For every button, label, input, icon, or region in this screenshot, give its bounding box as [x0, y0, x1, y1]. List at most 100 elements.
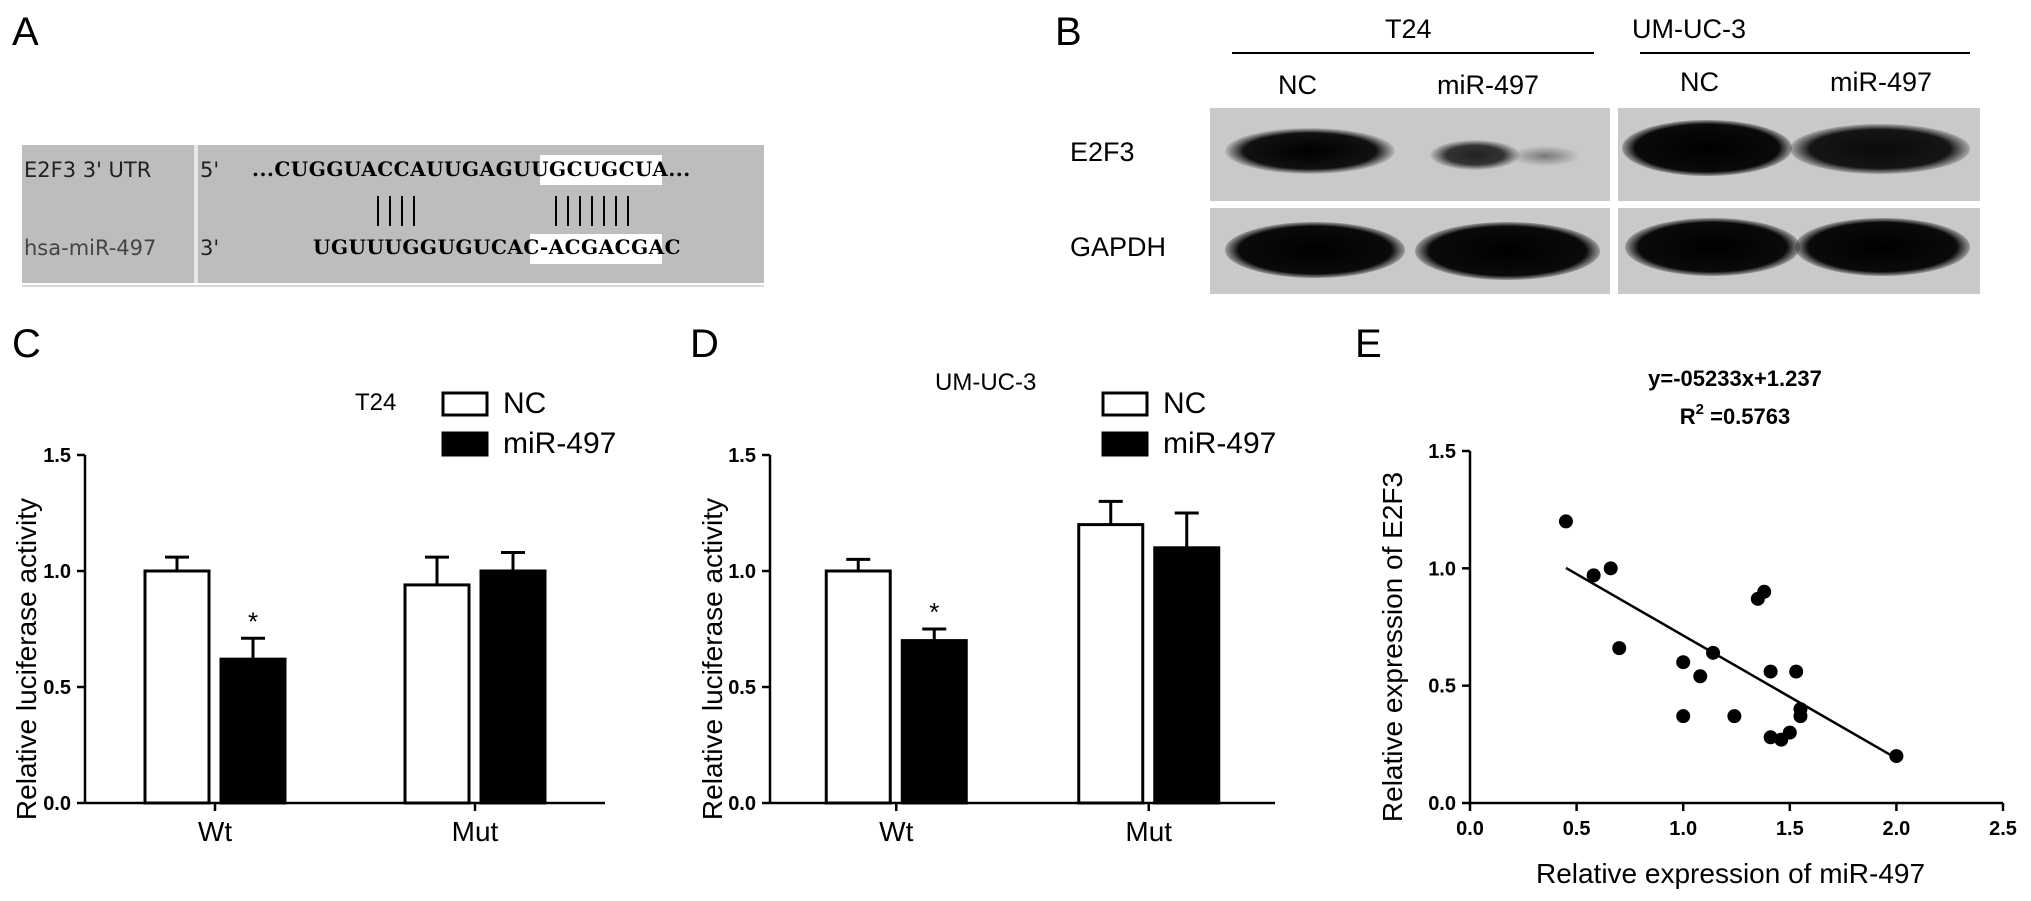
- luciferase-chart-umuc3: 0.0 0.5 1.0 1.5 Wt Mut * Relative luciferase ac…: [697, 369, 1276, 847]
- utr-end-label: 5': [200, 158, 220, 182]
- significance-marker: *: [929, 597, 939, 627]
- chart-title: T24: [355, 389, 396, 416]
- seed-highlight-top: [540, 155, 662, 185]
- row-label-e2f3: E2F3: [1070, 137, 1135, 167]
- x-tick-label: 1.0: [1669, 818, 1697, 840]
- scatter-point: [1586, 568, 1601, 583]
- base-pair-line: [603, 196, 605, 226]
- group-label-t24: T24: [1385, 14, 1432, 44]
- x-tick-label: 2.5: [1989, 818, 2017, 840]
- r-squared-superscript: 2: [1696, 401, 1704, 418]
- y-tick-label: 0.5: [728, 677, 756, 699]
- scatter-point: [1789, 664, 1804, 679]
- chart-title: UM-UC-3: [935, 369, 1036, 396]
- bar: [1077, 523, 1145, 805]
- y-axis-label: Relative expression of E2F3: [1377, 472, 1408, 822]
- band-e2f3-nc-umuc3: [1622, 120, 1792, 176]
- y-tick-label: 0.0: [1428, 793, 1456, 815]
- row-label-gapdh: GAPDH: [1070, 232, 1167, 262]
- legend-label: miR-497: [1163, 427, 1276, 460]
- utr-sequence: ...CUGGUACCAUUGAGUUGCUGCUA...: [252, 157, 691, 181]
- scatter-point: [1763, 730, 1778, 745]
- base-pair-line: [401, 196, 403, 226]
- lane-label-nc-umuc3: NC: [1680, 67, 1719, 97]
- utr-label: E2F3 3' UTR: [24, 158, 152, 182]
- scatter-point: [1706, 645, 1721, 660]
- correlation-scatter-chart: 0.0 0.5 1.0 1.5 0.0 0.5 1.0 1.5 2.0 2.5 Relative e…: [1377, 366, 2017, 889]
- scatter-point: [1727, 709, 1742, 724]
- band-gapdh-mir497-umuc3: [1795, 218, 1970, 276]
- y-tick-label: 0.0: [43, 793, 71, 815]
- band-e2f3-mir497-t24: [1430, 140, 1520, 170]
- y-tick-label: 1.5: [43, 445, 71, 467]
- band-gapdh-nc-t24: [1225, 222, 1405, 278]
- y-tick-label: 1.5: [728, 445, 756, 467]
- bar: [219, 657, 287, 805]
- seed-highlight-bottom: [530, 234, 662, 264]
- bar: [143, 569, 211, 805]
- x-tick-label: 0.0: [1456, 818, 1484, 840]
- legend-swatch: [441, 391, 489, 417]
- scatter-point: [1763, 664, 1778, 679]
- base-pair-line: [579, 196, 581, 226]
- y-tick-label: 0.5: [43, 677, 71, 699]
- y-tick-label: 0.0: [728, 793, 756, 815]
- base-pair-line: [591, 196, 593, 226]
- base-pair-line: [615, 196, 617, 226]
- lane-label-nc-t24: NC: [1278, 70, 1317, 100]
- x-tick-label: Mut: [452, 816, 499, 847]
- alignment-underline: [22, 285, 764, 287]
- scatter-point: [1603, 561, 1618, 576]
- legend-label: NC: [1163, 387, 1206, 420]
- significance-marker: *: [248, 606, 258, 636]
- x-tick-label: Wt: [879, 816, 913, 847]
- y-tick-label: 0.5: [1428, 676, 1456, 698]
- band-e2f3-mir497-t24-tail: [1510, 146, 1580, 166]
- x-tick-label: 0.5: [1563, 818, 1591, 840]
- scatter-point: [1889, 749, 1904, 764]
- mirna-end-label: 3': [200, 236, 220, 260]
- regression-equation: y=-05233x+1.237: [1648, 366, 1822, 391]
- y-tick-label: 1.0: [43, 561, 71, 583]
- band-e2f3-nc-t24: [1225, 128, 1395, 174]
- r-squared-prefix: R: [1680, 404, 1696, 429]
- band-gapdh-mir497-t24: [1415, 222, 1600, 280]
- y-axis-label: Relative luciferase activity: [11, 498, 42, 820]
- x-axis-label: Relative expression of miR-497: [1536, 858, 1925, 889]
- bar: [403, 583, 471, 805]
- base-pair-line: [627, 196, 629, 226]
- group-line-t24: [1232, 52, 1594, 54]
- base-pair-line: [377, 196, 379, 226]
- y-axis-label: Relative luciferase activity: [697, 498, 728, 820]
- x-tick-label: 1.5: [1776, 818, 1804, 840]
- y-tick-label: 1.0: [728, 561, 756, 583]
- group-line-umuc3: [1640, 52, 1970, 54]
- scatter-point: [1793, 709, 1808, 724]
- x-tick-label: Wt: [198, 816, 232, 847]
- base-pair-line: [389, 196, 391, 226]
- lane-label-mir497-umuc3: miR-497: [1830, 67, 1933, 97]
- legend-swatch: [441, 431, 489, 457]
- scatter-point: [1558, 514, 1573, 529]
- legend-label: NC: [503, 387, 546, 420]
- bar: [900, 639, 968, 805]
- base-pair-line: [555, 196, 557, 226]
- scatter-point: [1676, 709, 1691, 724]
- panel-letter-c: C: [12, 322, 41, 366]
- luciferase-chart-t24: 0.0 0.5 1.0 1.5 Wt Mut * Relative luciferase ac…: [11, 387, 616, 847]
- panel-letter-a: A: [12, 10, 39, 54]
- panel-letter-e: E: [1355, 322, 1382, 366]
- scatter-point: [1693, 669, 1708, 684]
- base-pair-line: [567, 196, 569, 226]
- r-squared-number: =0.5763: [1704, 404, 1790, 429]
- panel-letter-d: D: [690, 322, 719, 366]
- scatter-point: [1782, 725, 1797, 740]
- alignment-separator: [194, 145, 198, 283]
- y-tick-label: 1.0: [1428, 558, 1456, 580]
- scatter-point: [1612, 641, 1627, 656]
- lane-label-mir497-t24: miR-497: [1437, 70, 1540, 100]
- scatter-point: [1757, 584, 1772, 599]
- mirna-sequence: UGUUUGGUGUCAC-ACGACGAC: [313, 235, 682, 259]
- regression-line: [1565, 566, 1898, 760]
